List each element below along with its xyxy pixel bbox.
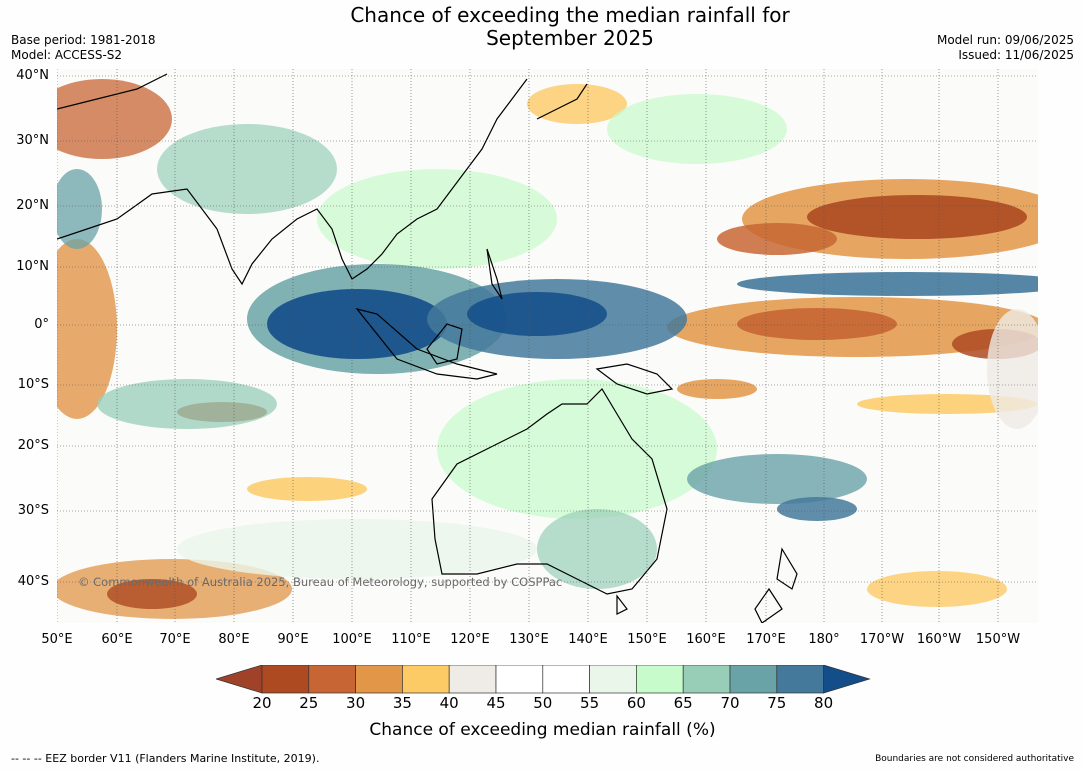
- colorbar-tick-label: 65: [673, 694, 693, 712]
- colorbar-swatch: [402, 664, 450, 694]
- colorbar-tick-label: 70: [720, 694, 740, 712]
- latitude-label: 10°S: [17, 377, 49, 392]
- coastlines: [57, 73, 798, 623]
- copyright-notice: © Commonwealth of Australia 2025, Bureau…: [78, 575, 563, 589]
- model-info: Base period: 1981-2018 Model: ACCESS-S2: [11, 33, 156, 63]
- colorbar: [214, 664, 871, 699]
- longitude-label: 130°E: [509, 632, 549, 647]
- longitude-label: 150°E: [627, 632, 667, 647]
- colorbar-swatch: [823, 664, 871, 694]
- longitude-label: 120°E: [450, 632, 490, 647]
- longitude-label: 150°W: [975, 632, 1021, 647]
- colorbar-swatch: [729, 664, 778, 694]
- colorbar-tick-label: 75: [767, 694, 787, 712]
- title-line-1: Chance of exceeding the median rainfall …: [350, 3, 790, 27]
- colorbar-swatch: [776, 664, 824, 694]
- colorbar-swatch: [542, 664, 590, 694]
- colorbar-tick-label: 35: [392, 694, 412, 712]
- rainfall-map[interactable]: [57, 69, 1038, 623]
- colorbar-label: Chance of exceeding median rainfall (%): [369, 720, 716, 740]
- colorbar-swatch: [589, 664, 637, 694]
- colorbar-tick-label: 80: [814, 694, 834, 712]
- colorbar-graphic: [214, 664, 871, 694]
- latitude-label: 30°S: [17, 503, 49, 518]
- colorbar-swatch: [355, 664, 403, 694]
- colorbar-tick-label: 50: [533, 694, 553, 712]
- colorbar-swatch: [448, 664, 497, 694]
- model-name: Model: ACCESS-S2: [11, 48, 123, 62]
- longitude-label: 170°W: [859, 632, 905, 647]
- colorbar-swatch: [214, 664, 263, 694]
- authority-note: Boundaries are not considered authoritat…: [875, 754, 1074, 764]
- colorbar-tick-label: 40: [439, 694, 459, 712]
- run-info: Model run: 09/06/2025 Issued: 11/06/2025: [937, 33, 1074, 63]
- colorbar-tick-label: 20: [252, 694, 272, 712]
- issued-date: Issued: 11/06/2025: [958, 48, 1074, 62]
- latitude-label: 20°S: [17, 438, 49, 453]
- longitude-label: 140°E: [568, 632, 608, 647]
- longitude-label: 70°E: [159, 632, 191, 647]
- title-line-2: September 2025: [486, 26, 654, 50]
- longitude-label: 110°E: [391, 632, 431, 647]
- colorbar-swatch: [682, 664, 731, 694]
- model-run-date: Model run: 09/06/2025: [936, 33, 1074, 47]
- map-canvas: [57, 69, 1038, 623]
- longitude-label: 50°E: [41, 632, 73, 647]
- longitude-label: 160°E: [686, 632, 726, 647]
- colorbar-ticks: 20 25 30 35 40 45 50 55 60 65 70 75 80: [0, 694, 1085, 714]
- eez-note: -- -- -- EEZ border V11 (Flanders Marine…: [11, 752, 320, 765]
- latitude-label: 20°N: [16, 198, 49, 213]
- colorbar-tick-label: 30: [346, 694, 366, 712]
- colorbar-tick-label: 45: [486, 694, 506, 712]
- colorbar-swatch: [495, 664, 544, 694]
- longitude-label: 60°E: [101, 632, 133, 647]
- colorbar-tick-label: 25: [299, 694, 319, 712]
- colorbar-tick-label: 60: [626, 694, 646, 712]
- longitude-label: 180°: [808, 632, 840, 647]
- rainfall-probability-fields: [57, 79, 1038, 619]
- colorbar-swatch: [636, 664, 684, 694]
- longitude-label: 80°E: [218, 632, 250, 647]
- latitude-label: 10°N: [16, 259, 49, 274]
- colorbar-tick-label: 55: [580, 694, 600, 712]
- longitude-label: 100°E: [332, 632, 372, 647]
- latitude-label: 30°N: [16, 133, 49, 148]
- longitude-label: 90°E: [277, 632, 309, 647]
- colorbar-swatch: [308, 664, 356, 694]
- latitude-label: 40°S: [17, 574, 49, 589]
- latitude-label: 0°: [34, 317, 49, 332]
- longitude-label: 160°W: [916, 632, 962, 647]
- longitude-label: 170°E: [746, 632, 786, 647]
- graticule: [57, 69, 1038, 623]
- map-title: Chance of exceeding the median rainfall …: [0, 4, 1085, 50]
- base-period: Base period: 1981-2018: [11, 33, 156, 47]
- latitude-label: 40°N: [16, 68, 49, 83]
- colorbar-swatch: [261, 664, 310, 694]
